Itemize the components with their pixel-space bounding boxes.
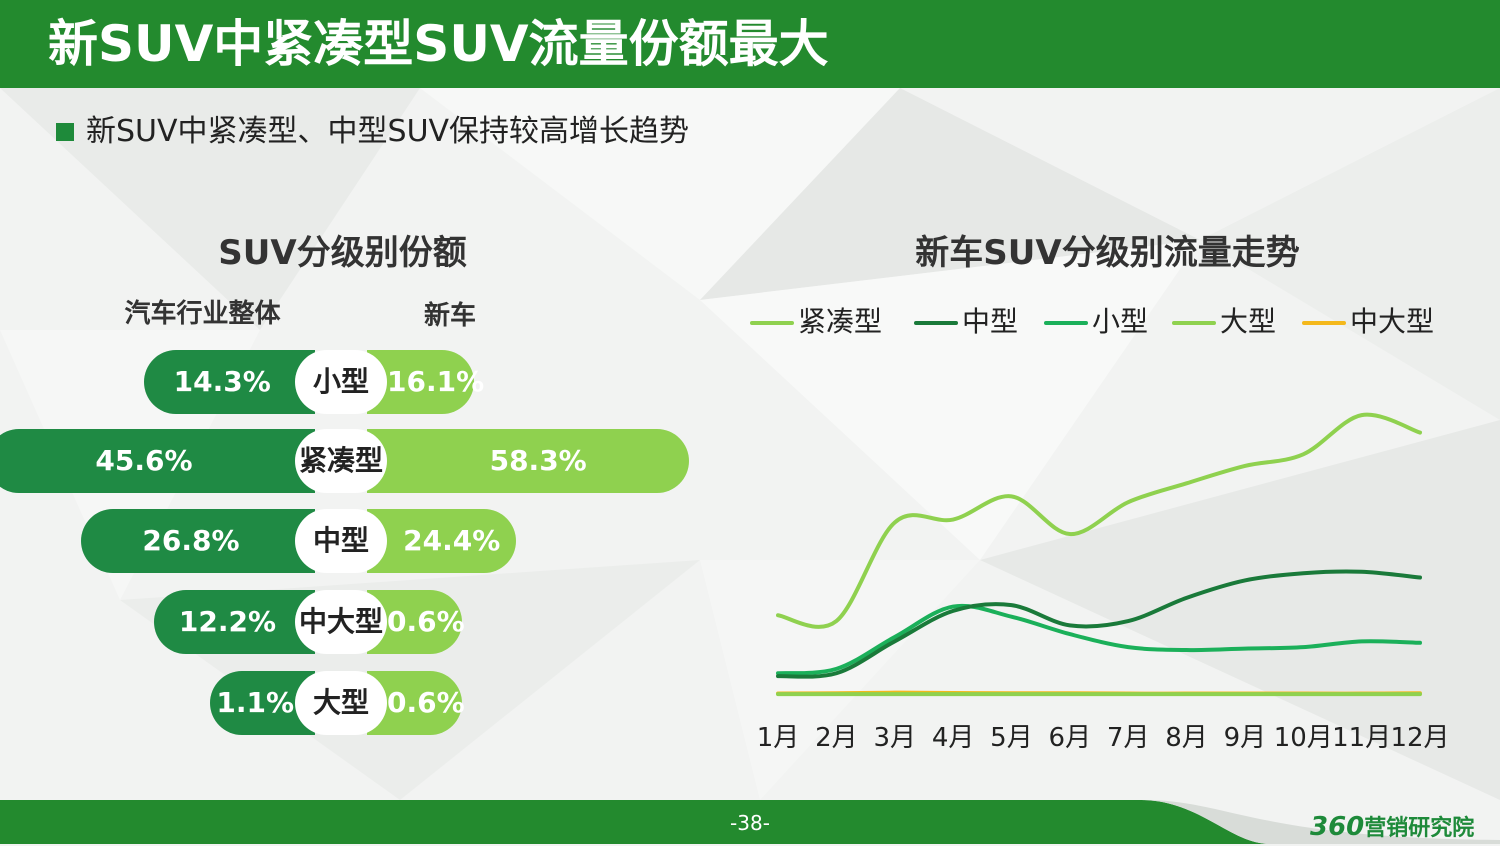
brand-number: 360 xyxy=(1310,812,1365,842)
share-row: 26.8% 24.4% 中型 xyxy=(0,509,517,573)
category-label: 中大型 xyxy=(295,590,387,654)
left-panel-title: SUV分级别份额 xyxy=(218,233,467,273)
value-label-overall: 26.8% xyxy=(142,524,240,557)
legend-swatch xyxy=(1172,321,1216,325)
page-number: -38- xyxy=(730,811,770,835)
x-tick-label: 1月 xyxy=(757,723,800,753)
bar-new xyxy=(367,509,517,573)
legend-swatch xyxy=(750,321,794,325)
bar-overall xyxy=(143,350,315,414)
x-tick-label: 8月 xyxy=(1165,723,1208,753)
legend-label: 中型 xyxy=(962,305,1019,338)
x-tick-label: 3月 xyxy=(873,723,916,753)
page-title: 新SUV中紧凑型SUV流量份额最大 xyxy=(48,15,829,73)
share-row: 12.2% 0.6% 中大型 xyxy=(0,590,465,654)
value-label-overall: 14.3% xyxy=(173,365,271,398)
value-label-new: 0.6% xyxy=(387,605,465,638)
brand-logo: 360营销研究院 xyxy=(1310,810,1474,844)
share-row: 1.1% 0.6% 大型 xyxy=(0,671,465,735)
category-label: 紧凑型 xyxy=(295,429,387,493)
value-label-new: 16.1% xyxy=(387,365,485,398)
value-label-new: 24.4% xyxy=(403,524,501,557)
value-label-overall: 45.6% xyxy=(95,444,193,477)
legend-swatch xyxy=(1044,321,1088,325)
x-tick-label: 6月 xyxy=(1049,723,1092,753)
value-label-overall: 12.2% xyxy=(178,605,277,638)
legend-swatch xyxy=(914,321,958,325)
x-tick-label: 12月 xyxy=(1390,723,1449,753)
category-label: 中型 xyxy=(295,509,387,573)
subtitle: 新SUV中紧凑型、中型SUV保持较高增长趋势 xyxy=(86,114,690,149)
value-label-overall: 1.1% xyxy=(216,686,295,719)
brand-name: 营销研究院 xyxy=(1364,816,1475,841)
bar-overall xyxy=(154,590,315,654)
line-chart: 1月 2月 3月 4月 5月 6月 7月 8月 9月 10月 11月 12月 xyxy=(757,412,1450,753)
x-tick-label: 11月 xyxy=(1332,723,1391,753)
column-header-overall: 汽车行业整体 xyxy=(124,299,281,329)
bar-overall xyxy=(0,429,315,493)
column-header-new: 新车 xyxy=(423,301,476,331)
series-line xyxy=(776,412,1422,629)
series-line xyxy=(776,603,1422,676)
x-tick-label: 10月 xyxy=(1274,723,1333,753)
right-panel-title: 新车SUV分级别流量走势 xyxy=(915,233,1300,273)
x-tick-label: 2月 xyxy=(815,723,858,753)
category-label: 小型 xyxy=(295,350,387,414)
x-tick-label: 9月 xyxy=(1224,723,1267,753)
footer-bar xyxy=(0,800,1500,844)
value-label-new: 0.6% xyxy=(387,686,465,719)
title-bar: 新SUV中紧凑型SUV流量份额最大 xyxy=(0,0,1500,88)
legend-label: 中大型 xyxy=(1350,305,1435,338)
legend-label: 紧凑型 xyxy=(798,305,883,338)
bar-overall xyxy=(81,509,315,573)
legend-swatch xyxy=(1302,321,1346,325)
category-label: 大型 xyxy=(295,671,387,735)
x-tick-label: 4月 xyxy=(932,723,975,753)
legend-label: 大型 xyxy=(1220,305,1277,338)
x-tick-label: 5月 xyxy=(990,723,1033,753)
share-row: 45.6% 58.3% 紧凑型 xyxy=(0,429,690,493)
value-label-new: 58.3% xyxy=(489,444,587,477)
share-row: 14.3% 16.1% 小型 xyxy=(0,350,484,414)
x-tick-label: 7月 xyxy=(1107,723,1150,753)
bar-new xyxy=(367,429,690,493)
bullet-square-icon xyxy=(56,123,74,141)
legend-label: 小型 xyxy=(1092,305,1149,338)
series-line xyxy=(776,569,1422,679)
